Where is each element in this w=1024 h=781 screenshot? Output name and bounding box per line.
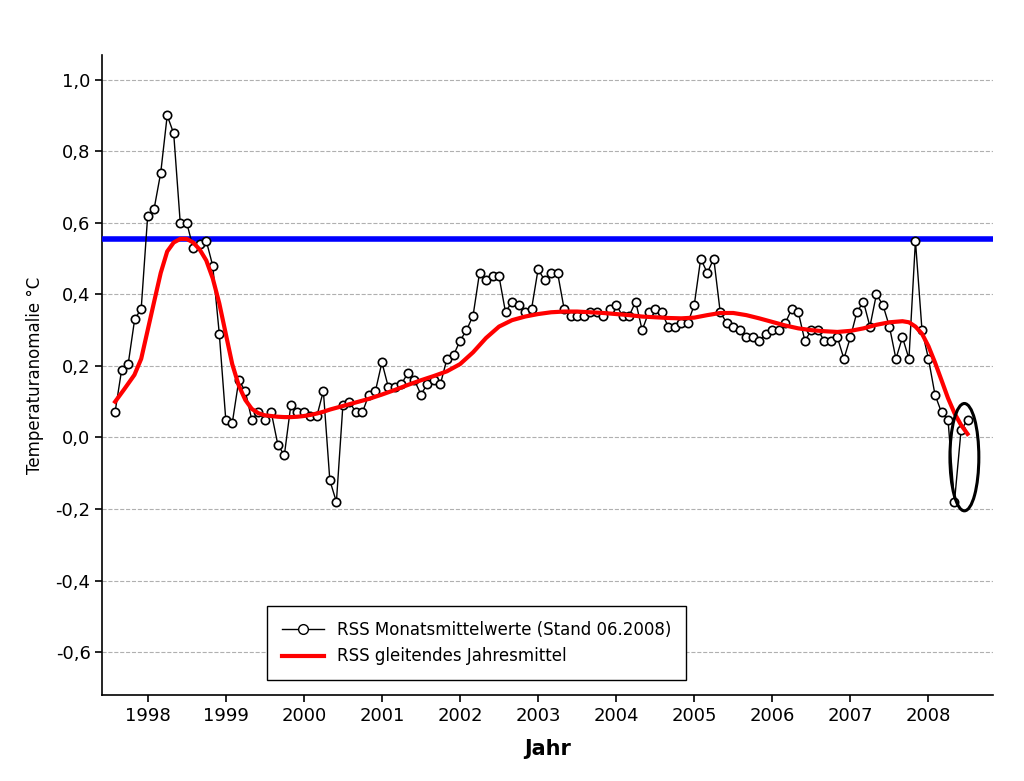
Legend: RSS Monatsmittelwerte (Stand 06.2008), RSS gleitendes Jahresmittel: RSS Monatsmittelwerte (Stand 06.2008), R… xyxy=(267,606,686,680)
X-axis label: Jahr: Jahr xyxy=(524,739,571,759)
Y-axis label: Temperaturanomalie °C: Temperaturanomalie °C xyxy=(27,276,44,473)
